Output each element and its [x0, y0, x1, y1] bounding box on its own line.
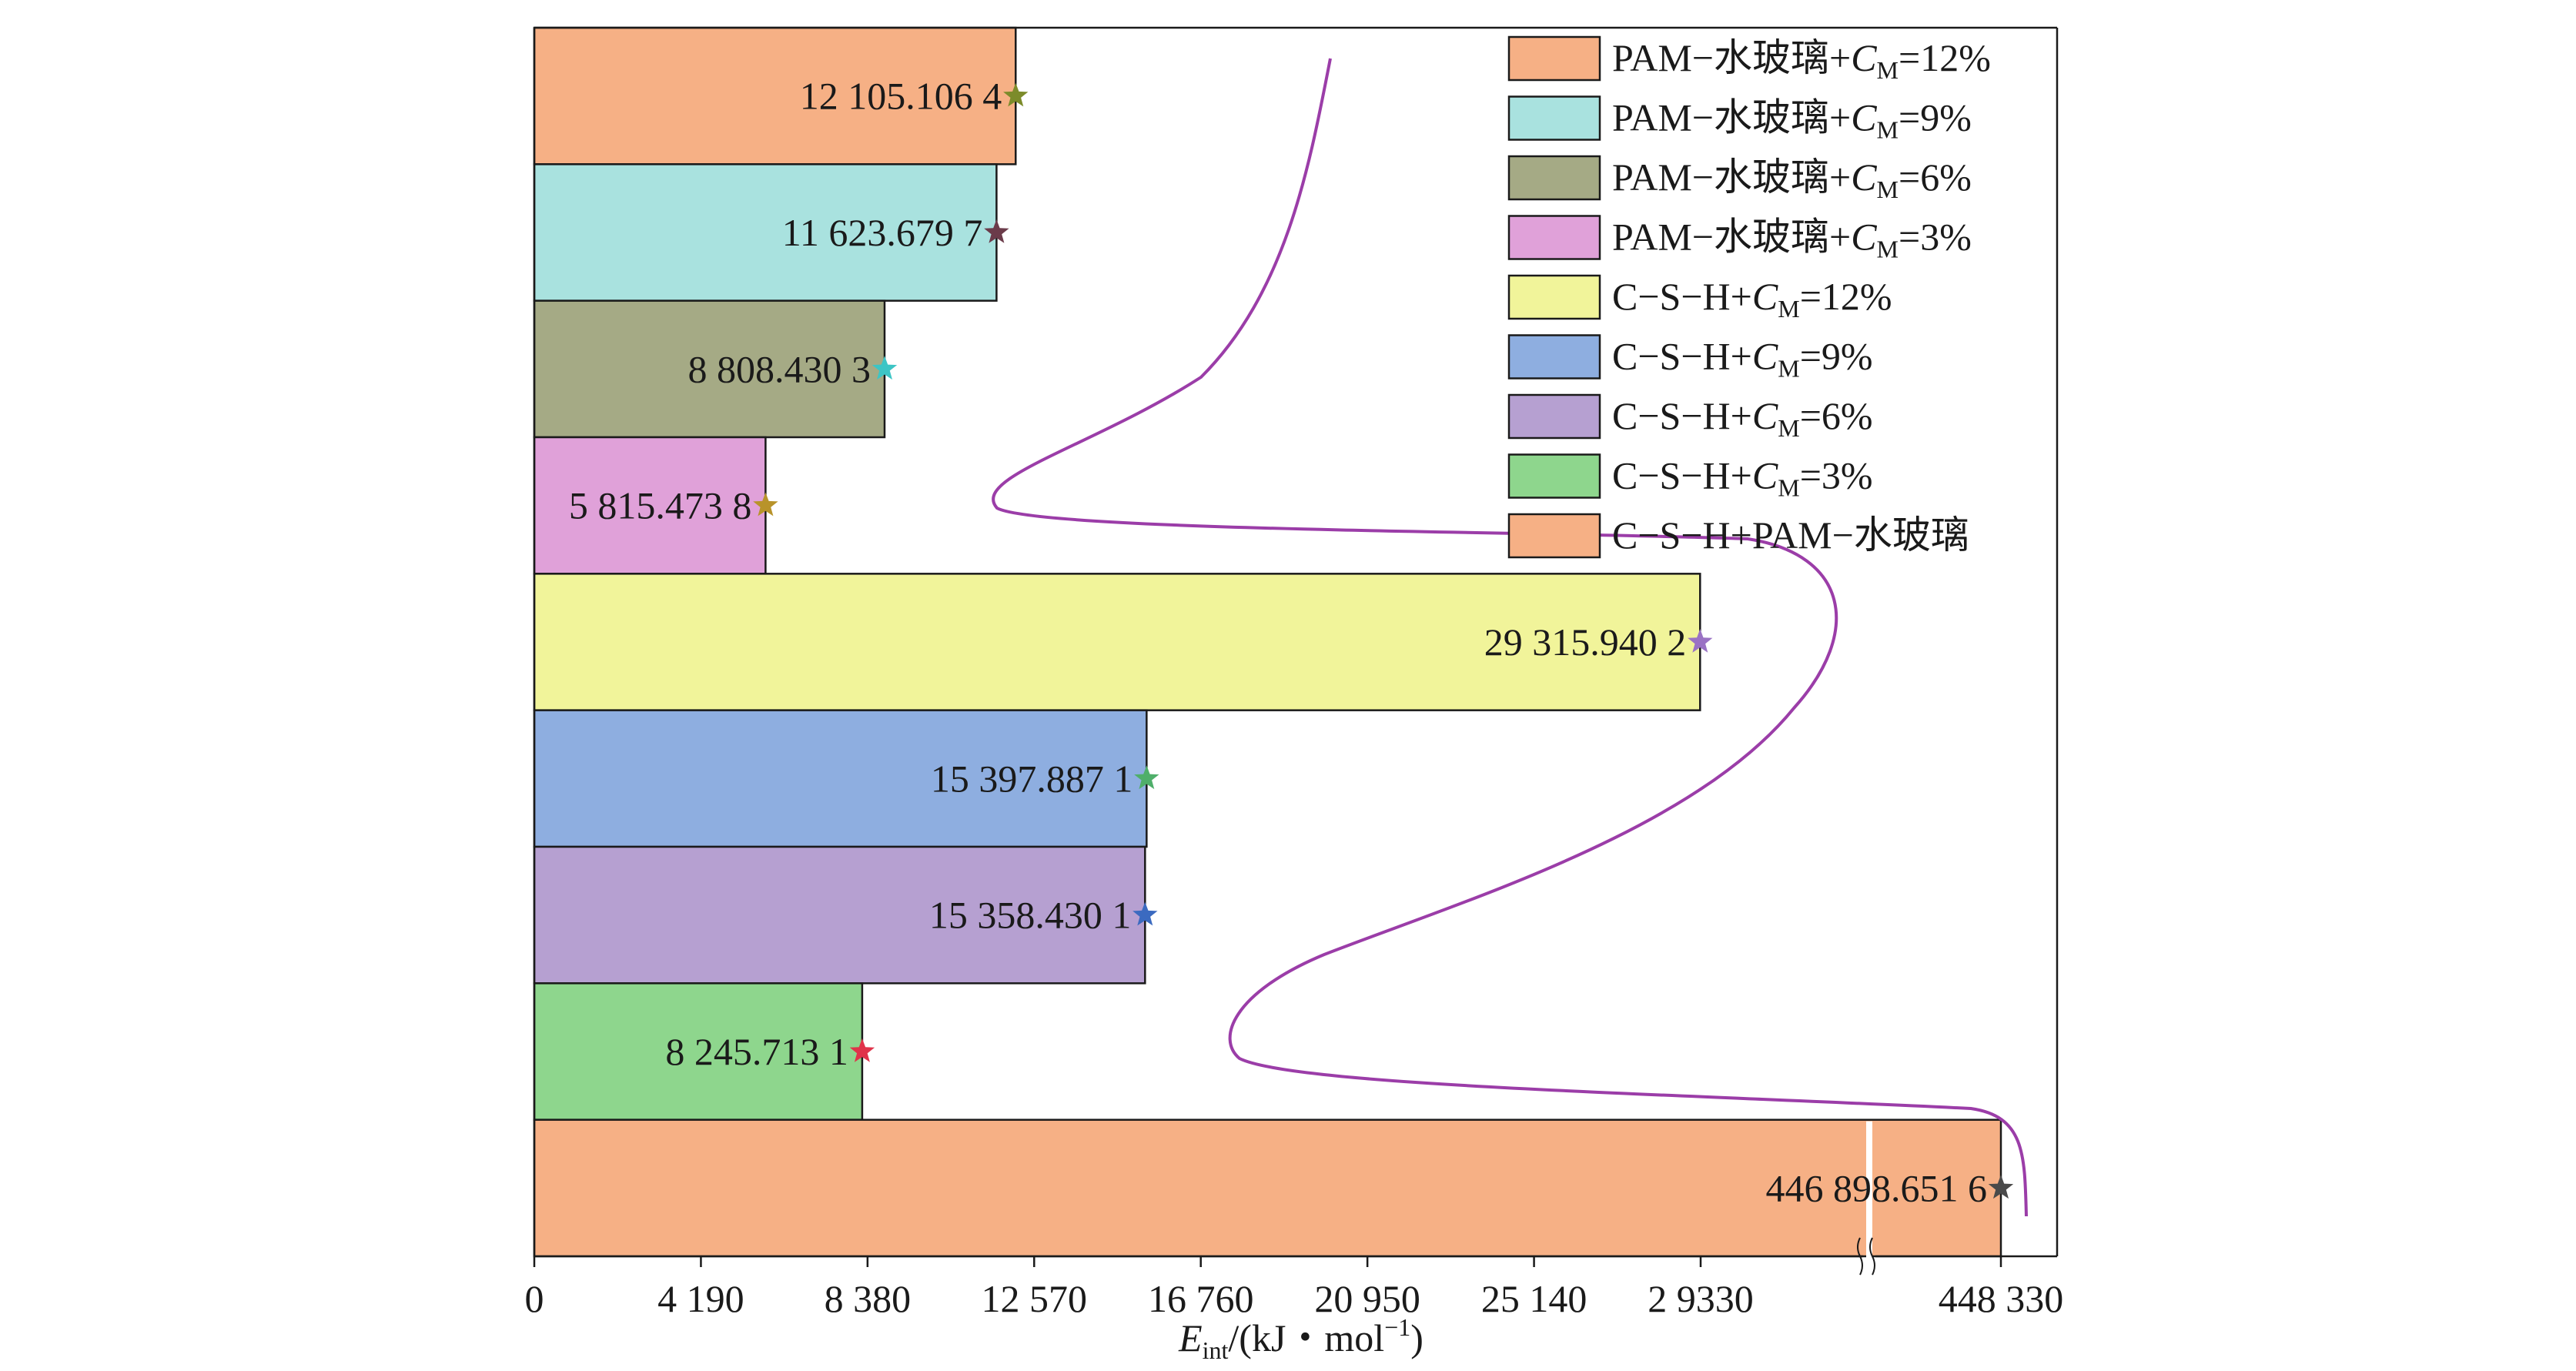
- x-tick-label-1: 0: [525, 1277, 544, 1320]
- star-marker-1: [1003, 82, 1029, 107]
- x-tick-label-3: 8 380: [825, 1277, 912, 1320]
- x-tick-label-9: 448 330: [1939, 1277, 2064, 1320]
- bar-2: [533, 163, 998, 302]
- star-marker-3: [871, 356, 898, 380]
- x-axis-label: Eint/(kJ・mol−1): [1178, 1313, 1423, 1364]
- legend-label-2: PAM−水玻璃+CM=9%: [1612, 96, 1972, 144]
- axis-break-gap: [1866, 1121, 1872, 1258]
- star-marker-4: [753, 492, 778, 517]
- value-label-7: 15 358.430 1: [929, 894, 1132, 937]
- value-label-5: 29 315.940 2: [1484, 620, 1687, 664]
- legend-label-8: C−S−H+CM=3%: [1612, 454, 1873, 502]
- x-tick-label-6: 20 950: [1314, 1277, 1420, 1320]
- legend-swatch-2: [1507, 95, 1601, 141]
- legend-swatch-5: [1507, 274, 1601, 320]
- x-tick-label-4: 12 570: [982, 1277, 1088, 1320]
- legend-swatch-7: [1507, 393, 1601, 440]
- legend-label-7: C−S−H+CM=6%: [1612, 394, 1873, 442]
- axes-group: 0 4 190 8 380 12 570 16 760 20 950 25 140 2 933…: [525, 26, 2064, 1320]
- star-marker-7: [1132, 901, 1158, 926]
- value-label-2: 11 623.679 7: [782, 211, 983, 254]
- value-label-4: 5 815.473 8: [569, 484, 752, 527]
- legend-swatch-4: [1507, 215, 1601, 260]
- bar-3: [533, 299, 886, 439]
- value-label-9: 446 898.651 6: [1766, 1166, 1988, 1209]
- star-marker-2: [984, 219, 1009, 243]
- legend-swatch-8: [1507, 453, 1601, 499]
- legend-label-1: PAM−水玻璃+CM=12%: [1612, 36, 1991, 84]
- value-label-8: 8 245.713 1: [665, 1030, 848, 1073]
- star-marker-5: [1688, 629, 1713, 653]
- trend-curve: [992, 58, 2028, 1217]
- value-label-1: 12 105.106 4: [800, 75, 1002, 118]
- bar-4: [533, 436, 767, 575]
- legend-label-4: PAM−水玻璃+CM=3%: [1612, 216, 1972, 263]
- value-label-3: 8 808.430 3: [687, 347, 871, 390]
- bar-1: [533, 26, 1017, 166]
- legend-label-5: C−S−H+CM=12%: [1612, 275, 1892, 323]
- stars-group: [753, 82, 2014, 1199]
- x-tick-label-5: 16 760: [1148, 1277, 1254, 1320]
- star-marker-9: [1988, 1175, 2014, 1199]
- bar-6: [533, 709, 1148, 848]
- star-marker-8: [849, 1038, 875, 1062]
- axis-break-mark: [1857, 1237, 1875, 1276]
- legend-swatch-3: [1507, 155, 1601, 201]
- legend-label-9: C−S−H+PAM−水玻璃: [1612, 513, 1969, 557]
- legend-swatch-6: [1507, 334, 1601, 380]
- bars-group: [533, 26, 2002, 1258]
- legend-swatch-1: [1507, 35, 1601, 82]
- x-tick-label-2: 4 190: [657, 1277, 744, 1320]
- legend-label-3: PAM−水玻璃+CM=6%: [1612, 155, 1972, 203]
- value-labels-group: 12 105.106 4 11 623.679 7 8 808.430 3 5 815…: [569, 75, 1987, 1210]
- value-label-6: 15 397.887 1: [931, 757, 1133, 800]
- x-tick-label-8: 2 9330: [1648, 1277, 1754, 1320]
- legend: PAM−水玻璃+CM=12% PAM−水玻璃+CM=9% PAM−水玻璃+CM=6%…: [1507, 35, 1991, 559]
- legend-label-6: C−S−H+CM=9%: [1612, 335, 1873, 383]
- bar-5: [533, 573, 1701, 711]
- star-marker-6: [1134, 765, 1159, 790]
- legend-swatch-9: [1507, 513, 1601, 559]
- x-tick-label-7: 25 140: [1481, 1277, 1587, 1320]
